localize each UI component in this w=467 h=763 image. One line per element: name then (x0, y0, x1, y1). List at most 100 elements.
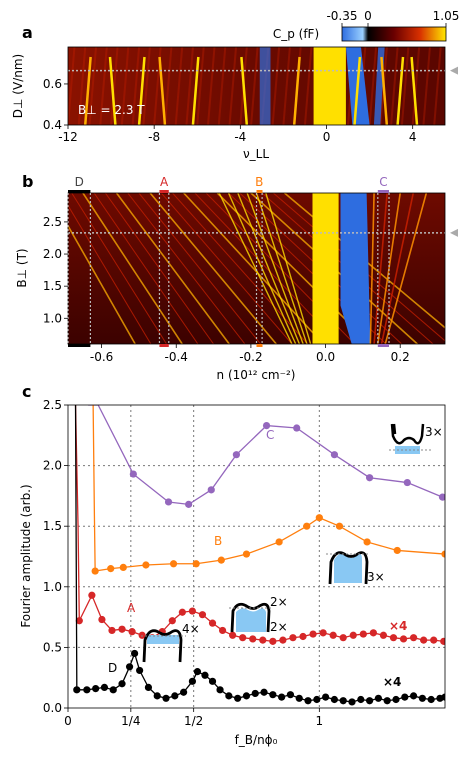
inset-b-factor: 3× (367, 570, 385, 584)
panel-b-xticks: -0.6 -0.4 -0.2 0.0 0.2 (90, 344, 410, 364)
panel-b-ytick-label: 1.5 (43, 279, 62, 293)
panel-a-stripe (422, 47, 431, 125)
series-point-a (108, 626, 116, 635)
series-point-d (251, 689, 259, 698)
series-point-a (168, 617, 176, 625)
panel-a-stripe (99, 47, 108, 125)
series-point-d (295, 694, 303, 702)
series-point-b (107, 565, 115, 573)
series-point-d (357, 695, 365, 704)
panel-b-marker-top (159, 190, 169, 193)
panel-c-xticks: 0 1/4 1/2 1 (64, 708, 323, 728)
panel-b-fan-line-b (265, 193, 312, 344)
series-point-d (304, 697, 312, 705)
panel-b-xlabel: n (10¹² cm⁻²) (217, 368, 296, 382)
panel-a-marks (68, 47, 442, 125)
panel-a-stripe (120, 47, 130, 125)
panel-b-right-fan (373, 193, 388, 344)
panel-c-ytick-label: 1.0 (43, 580, 62, 594)
series-label-c: C (266, 428, 274, 442)
series-label-d: D (108, 661, 117, 675)
panel-a-stripe (131, 47, 141, 125)
series-point-d (339, 697, 347, 705)
panel-a-ytick-label: 0.6 (43, 77, 62, 91)
panel-b-right-fan (377, 193, 401, 344)
panel-b-fan-line (127, 193, 246, 344)
panel-a-streak (380, 56, 389, 125)
panel-a-stripe (217, 47, 227, 125)
panel-a-xtick-label: 4 (409, 130, 417, 144)
series-point-d (100, 683, 109, 691)
panel-a-xlabel: ν_LL (243, 147, 269, 161)
panel-c: 0 1/4 1/2 1 0.0 0.5 1.0 1.5 2.0 2.5 f_B/nϕ₀ Four… (19, 398, 446, 747)
series-point-b (275, 538, 283, 546)
series-point-b (217, 556, 225, 564)
series-point-b (393, 546, 401, 555)
panel-a-streak (83, 56, 92, 125)
series-point-a (88, 591, 96, 599)
panel-a-stripe (271, 47, 281, 125)
inset-b: 3× (326, 551, 385, 585)
series-line-c (88, 405, 443, 506)
series-point-a (229, 631, 237, 639)
series-point-a (430, 636, 438, 644)
series-point-c (262, 422, 271, 430)
panel-a-ylabel: D⊥ (V/nm) (11, 54, 25, 118)
panel-b-marker-bottom (377, 344, 390, 347)
panel-a-frame (67, 46, 446, 126)
panel-b-marker-top (256, 190, 263, 193)
series-point-a (269, 637, 277, 645)
series-point-d (322, 693, 330, 701)
panel-a-annotation: B⊥ = 2.3 T (78, 103, 145, 117)
series-point-a (75, 617, 83, 625)
series-point-d (242, 692, 251, 700)
panel-b-xtick-label: -0.2 (239, 350, 262, 364)
panel-a-stripe (250, 47, 259, 125)
series-point-b (169, 560, 178, 568)
panel-b-marks (68, 193, 445, 344)
panel-c-series (73, 405, 445, 706)
series-point-d (83, 686, 91, 694)
colorbar-gradient (341, 26, 447, 42)
colorbar-label: C_p (fF) (273, 27, 319, 41)
series-point-d (374, 694, 382, 702)
series-point-b (242, 550, 251, 558)
panel-b-yticks: 1.0 1.5 2.0 2.5 (43, 215, 68, 325)
series-point-d (92, 685, 100, 693)
panel-a-stripe (303, 47, 313, 125)
colorbar-tick-label: 0 (364, 9, 372, 23)
panel-c-frame (67, 404, 446, 709)
panel-c-xlabel: f_B/nϕ₀ (235, 733, 278, 747)
panel-b-fan-line (104, 193, 214, 344)
panel-b-xtick-label: -0.4 (165, 350, 188, 364)
series-point-a (128, 628, 136, 636)
panel-a-arrow-marker (450, 66, 458, 75)
series-point-a (138, 631, 146, 639)
series-point-b (335, 522, 344, 530)
series-point-d (153, 692, 161, 700)
panel-b-fan-line (183, 193, 324, 344)
series-point-a (259, 636, 267, 644)
panel-a-streak (396, 56, 405, 125)
panel-a-streak (410, 56, 419, 125)
panel-b-fan-line-b (237, 193, 301, 344)
series-point-c (330, 451, 339, 459)
panel-a-stripe (77, 47, 87, 125)
panel-b-xtick-label: -0.6 (90, 350, 113, 364)
panel-c-xtick-label: 1/4 (121, 714, 140, 728)
panel-a-stripe (228, 47, 238, 125)
panel-c-xtick-label: 1/2 (184, 714, 203, 728)
panel-a-stripe (110, 47, 119, 125)
series-point-d (392, 695, 400, 704)
panel-b-fan-line (68, 224, 136, 344)
series-point-c (293, 424, 301, 432)
series-point-a (218, 626, 227, 635)
series-point-a (399, 635, 408, 643)
series-point-a (379, 631, 388, 639)
panel-a-xtick-label: 0 (323, 130, 331, 144)
series-point-b (363, 538, 371, 546)
inset-a: 2× 2× (229, 595, 288, 634)
series-point-d (118, 680, 126, 688)
